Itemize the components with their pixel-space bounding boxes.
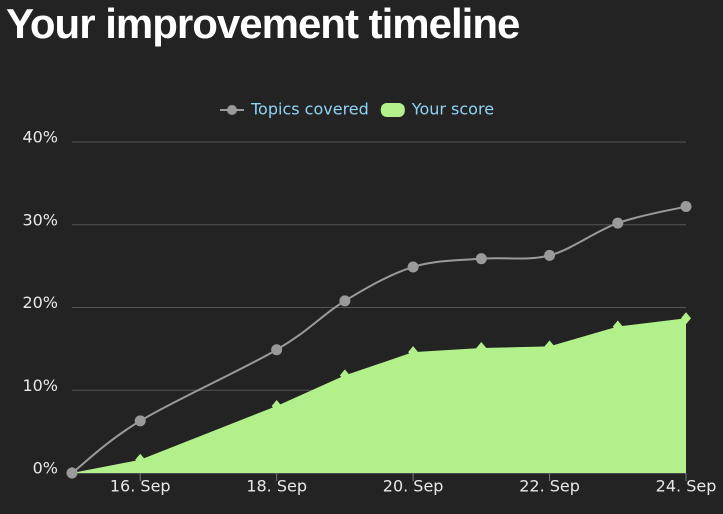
- page-title: Your improvement timeline: [6, 0, 520, 47]
- score-marker: [408, 346, 419, 359]
- y-tick-label: 0%: [33, 459, 58, 478]
- topics-marker: [271, 344, 283, 356]
- score-marker: [681, 312, 691, 325]
- legend-label: Topics covered: [250, 100, 369, 119]
- score-marker: [339, 369, 350, 382]
- legend-symbol: [227, 105, 237, 115]
- topics-marker: [134, 415, 146, 427]
- legend-label: Your score: [411, 100, 494, 119]
- topics-marker: [407, 261, 419, 273]
- topics-marker: [339, 295, 351, 307]
- y-tick-label: 20%: [22, 293, 58, 312]
- topics-line: [71, 205, 687, 474]
- score-marker: [544, 340, 555, 353]
- score-marker: [476, 342, 487, 355]
- y-tick-label: 10%: [22, 376, 58, 395]
- x-tick-label: 18. Sep: [246, 477, 307, 496]
- score-marker: [612, 320, 623, 333]
- score-marker: [135, 453, 146, 466]
- score-area: [72, 318, 686, 473]
- topics-marker: [475, 253, 487, 265]
- x-tick-label: 24. Sep: [656, 477, 717, 496]
- score-marker: [271, 399, 282, 412]
- legend-symbol: [380, 103, 405, 117]
- topics-marker: [66, 467, 78, 479]
- topics-marker: [680, 201, 692, 213]
- y-tick-label: 40%: [22, 128, 58, 147]
- x-tick-label: 20. Sep: [383, 477, 444, 496]
- x-tick-label: 16. Sep: [110, 477, 171, 496]
- topics-marker: [612, 217, 624, 229]
- x-tick-label: 22. Sep: [519, 477, 580, 496]
- topics-marker: [544, 249, 556, 261]
- y-tick-label: 30%: [22, 210, 58, 229]
